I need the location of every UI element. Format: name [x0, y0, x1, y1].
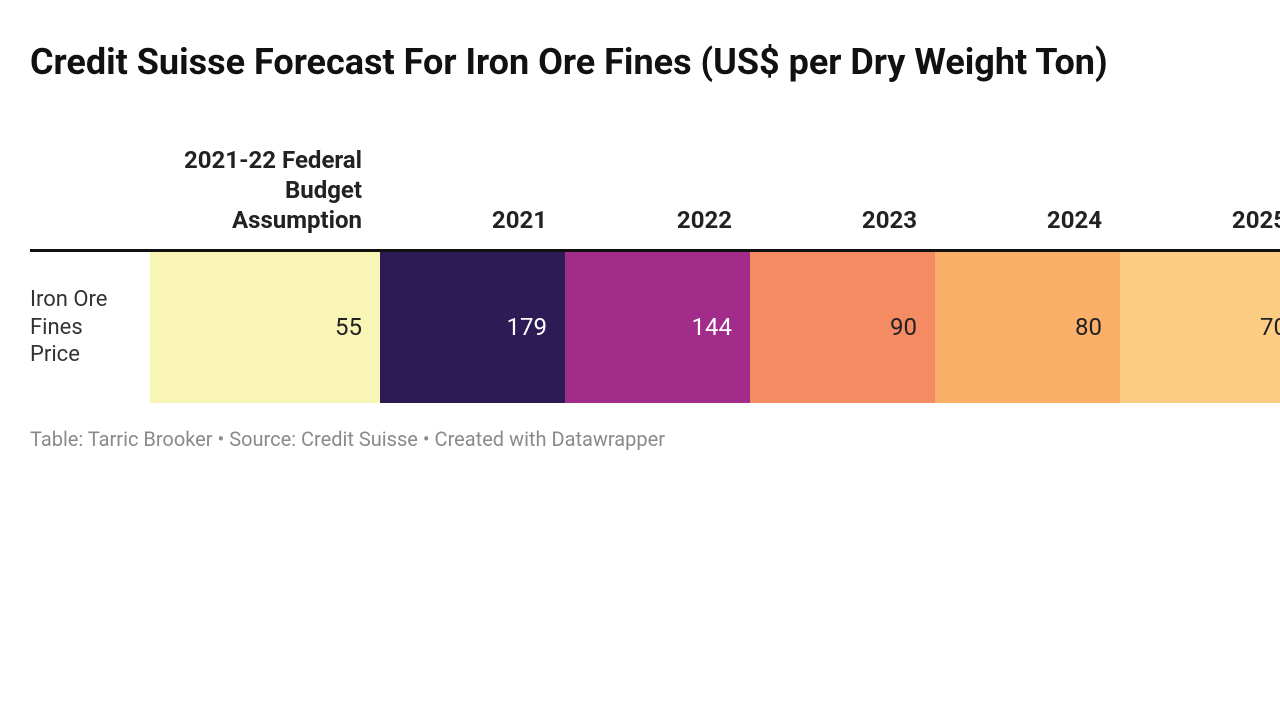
column-header: 2022	[565, 135, 750, 251]
forecast-table: 2021-22 Federal Budget Assumption2021202…	[30, 135, 1250, 403]
table-cell: 90	[750, 251, 935, 403]
chart-title: Credit Suisse Forecast For Iron Ore Fine…	[30, 40, 1130, 85]
table-cell: 144	[565, 251, 750, 403]
column-header: 2025	[1120, 135, 1280, 251]
column-header: 2021	[380, 135, 565, 251]
column-header: 2024	[935, 135, 1120, 251]
table-cell: 70	[1120, 251, 1280, 403]
table-cell: 55	[150, 251, 380, 403]
table-row: Iron Ore Fines Price55179144908070	[30, 251, 1280, 403]
chart-footer: Table: Tarric Brooker • Source: Credit S…	[30, 427, 1250, 451]
table-cell: 179	[380, 251, 565, 403]
row-label: Iron Ore Fines Price	[30, 251, 150, 403]
column-header: 2023	[750, 135, 935, 251]
row-label-header	[30, 135, 150, 251]
table-cell: 80	[935, 251, 1120, 403]
column-header: 2021-22 Federal Budget Assumption	[150, 135, 380, 251]
